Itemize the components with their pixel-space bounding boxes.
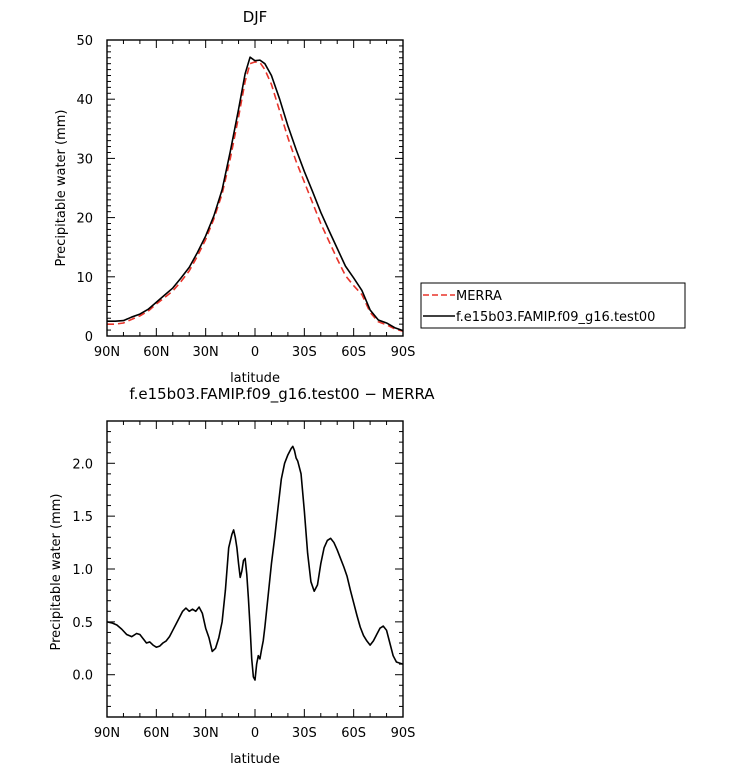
chart-top-ytick-label: 20 xyxy=(76,212,93,227)
chart-top-series-line-1 xyxy=(107,56,404,332)
chart-bottom-ytick-label: 1.0 xyxy=(72,563,93,578)
chart-bottom: f.e15b03.FAMIP.f09_g16.test00 − MERRA la… xyxy=(49,385,435,767)
legend-label-model: f.e15b03.FAMIP.f09_g16.test00 xyxy=(456,310,655,325)
chart-bottom-ytick-label: 0.0 xyxy=(72,669,93,684)
chart-top-xtick-label: 30N xyxy=(193,345,219,360)
chart-top-xtick-label: 90S xyxy=(391,345,416,360)
chart-top-series-line-0 xyxy=(107,61,404,333)
chart-top-ytick-label: 10 xyxy=(76,271,93,286)
chart-bottom-ylabel: Precipitable water (mm) xyxy=(49,494,64,651)
chart-top: DJF latitude Precipitable water (mm) 90N… xyxy=(54,8,686,386)
chart-bottom-series-line-0 xyxy=(106,445,404,681)
chart-bottom-title: f.e15b03.FAMIP.f09_g16.test00 − MERRA xyxy=(129,385,435,404)
chart-top-ytick-label: 40 xyxy=(76,93,93,108)
legend-box xyxy=(420,282,686,329)
chart-bottom-xtick-label: 0 xyxy=(251,726,259,741)
chart-bottom-xtick-label: 60N xyxy=(143,726,169,741)
chart-top-xlabel: latitude xyxy=(230,371,280,386)
chart-top-ytick-label: 0 xyxy=(85,330,93,345)
chart-bottom-xlabel: latitude xyxy=(230,752,280,767)
chart-bottom-frame xyxy=(106,420,404,718)
chart-bottom-xtick-label: 60S xyxy=(341,726,366,741)
chart-top-xtick-label: 60N xyxy=(143,345,169,360)
chart-top-xtick-label: 90N xyxy=(94,345,120,360)
chart-top-ytick-label: 50 xyxy=(76,34,93,49)
chart-top-xtick-label: 0 xyxy=(251,345,259,360)
chart-bottom-ytick-label: 1.5 xyxy=(72,510,93,525)
chart-top-title: DJF xyxy=(243,8,268,26)
chart-bottom-ytick-label: 2.0 xyxy=(72,457,93,472)
legend: MERRA f.e15b03.FAMIP.f09_g16.test00 xyxy=(420,282,686,329)
chart-bottom-xtick-label: 30S xyxy=(292,726,317,741)
chart-bottom-xtick-label: 90N xyxy=(94,726,120,741)
chart-bottom-xtick-label: 30N xyxy=(193,726,219,741)
chart-bottom-ytick-label: 0.5 xyxy=(72,616,93,631)
chart-top-ytick-label: 30 xyxy=(76,152,93,167)
chart-top-xtick-label: 30S xyxy=(292,345,317,360)
chart-bottom-xtick-label: 90S xyxy=(391,726,416,741)
chart-top-xtick-label: 60S xyxy=(341,345,366,360)
chart-top-ylabel: Precipitable water (mm) xyxy=(54,110,69,267)
chart-top-frame xyxy=(106,39,404,337)
legend-label-merra: MERRA xyxy=(456,289,502,304)
